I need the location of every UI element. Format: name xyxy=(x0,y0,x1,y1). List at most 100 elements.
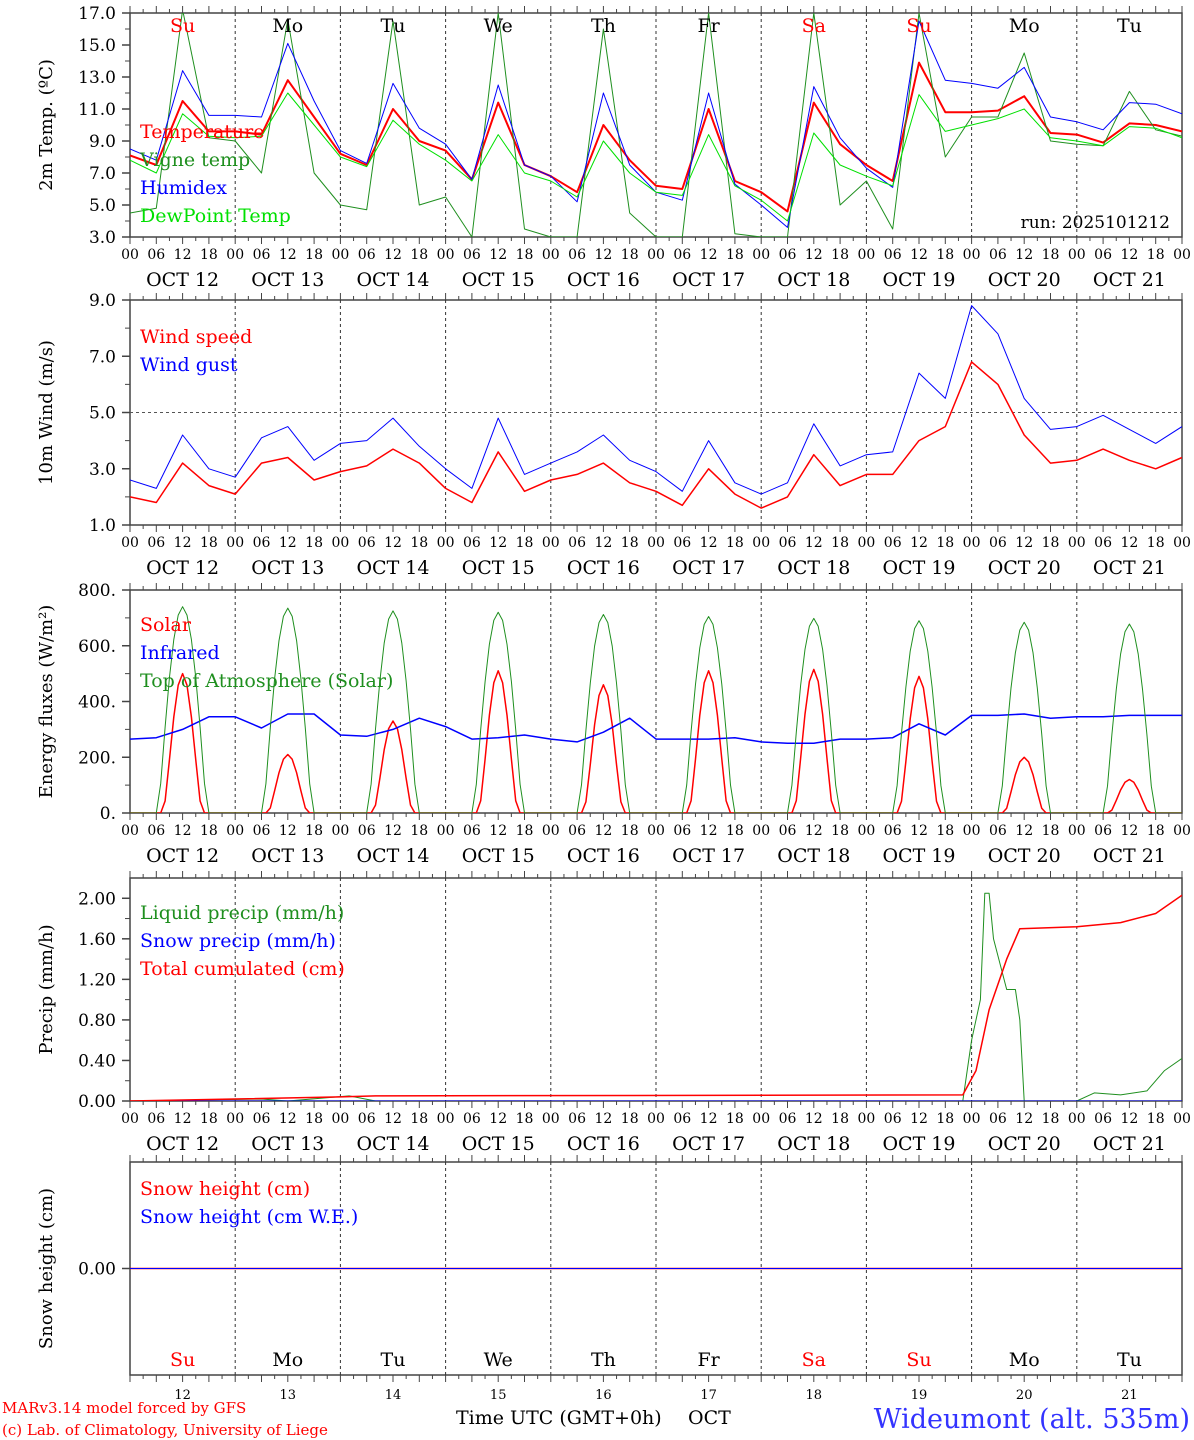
hour-label: 06 xyxy=(463,823,481,839)
model-credit: MARv3.14 model forced by GFS xyxy=(2,1399,246,1417)
date-label: OCT 14 xyxy=(356,1133,429,1155)
hour-label: 00 xyxy=(1173,535,1191,551)
hour-label: 06 xyxy=(463,247,481,263)
hour-label: 00 xyxy=(963,535,981,551)
day-number: 14 xyxy=(385,1388,402,1403)
hour-label: 06 xyxy=(147,1111,165,1127)
hour-label: 18 xyxy=(410,1111,428,1127)
date-label: OCT 18 xyxy=(777,845,850,867)
hour-label: 06 xyxy=(673,247,691,263)
hour-label: 00 xyxy=(437,247,455,263)
hour-label: 06 xyxy=(989,535,1007,551)
date-label: OCT 12 xyxy=(146,557,219,579)
hour-label: 18 xyxy=(305,1111,323,1127)
hour-label: 12 xyxy=(489,823,507,839)
hour-label: 12 xyxy=(1015,535,1033,551)
date-label: OCT 13 xyxy=(251,845,324,867)
hour-label: 12 xyxy=(805,823,823,839)
hour-label: 18 xyxy=(410,247,428,263)
hour-label: 00 xyxy=(857,823,875,839)
hour-label: 00 xyxy=(331,1111,349,1127)
hour-label: 18 xyxy=(516,247,534,263)
hour-label: 12 xyxy=(489,1111,507,1127)
legend-entry: Snow precip (mm/h) xyxy=(140,930,336,952)
hour-label: 00 xyxy=(226,535,244,551)
y-tick-label: 2.00 xyxy=(78,889,116,909)
series-group xyxy=(130,13,1182,237)
day-label: Su xyxy=(170,1349,195,1371)
date-label: OCT 21 xyxy=(1093,1133,1166,1155)
hour-label: 06 xyxy=(568,1111,586,1127)
hour-label: 00 xyxy=(752,1111,770,1127)
hour-label: 00 xyxy=(437,823,455,839)
date-label: OCT 12 xyxy=(146,845,219,867)
date-label: OCT 18 xyxy=(777,269,850,291)
hour-label: 12 xyxy=(594,1111,612,1127)
hour-label: 06 xyxy=(253,823,271,839)
day-label: Mo xyxy=(272,1349,303,1371)
y-tick-label: 17.0 xyxy=(78,4,116,24)
y-axis-label: Energy fluxes (W/m²) xyxy=(36,605,57,799)
y-tick-label: 5.0 xyxy=(89,404,116,424)
date-label: OCT 20 xyxy=(988,557,1061,579)
hour-label: 00 xyxy=(1068,247,1086,263)
hour-label: 18 xyxy=(1147,1111,1165,1127)
series-line-top-of-atmosphere-solar- xyxy=(130,606,1182,813)
day-number: 21 xyxy=(1121,1388,1138,1403)
hour-label: 12 xyxy=(279,823,297,839)
date-label: OCT 14 xyxy=(356,269,429,291)
hour-label: 12 xyxy=(1015,247,1033,263)
hour-label: 00 xyxy=(857,1111,875,1127)
hour-label: 00 xyxy=(542,823,560,839)
hour-label: 06 xyxy=(253,1111,271,1127)
hour-label: 12 xyxy=(1015,823,1033,839)
series-group xyxy=(130,892,1182,1101)
hour-label: 06 xyxy=(253,535,271,551)
hour-label: 18 xyxy=(516,1111,534,1127)
legend-entry: Top of Atmosphere (Solar) xyxy=(140,670,393,692)
hour-label: 12 xyxy=(174,535,192,551)
hour-label: 00 xyxy=(752,247,770,263)
hour-label: 06 xyxy=(568,247,586,263)
hour-label: 00 xyxy=(647,535,665,551)
hour-label: 12 xyxy=(700,823,718,839)
hour-label: 18 xyxy=(305,247,323,263)
lab-credit: (c) Lab. of Climatology, University of L… xyxy=(2,1421,328,1439)
y-tick-label: 0. xyxy=(100,804,116,824)
date-label: OCT 14 xyxy=(356,845,429,867)
series-group xyxy=(130,606,1182,813)
hour-label: 18 xyxy=(200,247,218,263)
y-tick-label: 800. xyxy=(78,581,116,601)
hour-label: 12 xyxy=(594,535,612,551)
day-label: Th xyxy=(591,1349,616,1371)
legend-entry: DewPoint Temp xyxy=(140,205,291,227)
y-tick-label: 5.0 xyxy=(89,196,116,216)
date-label: OCT 17 xyxy=(672,845,745,867)
legend-entry: Infrared xyxy=(140,642,220,664)
hour-label: 06 xyxy=(463,535,481,551)
hour-label: 18 xyxy=(621,247,639,263)
hour-label: 12 xyxy=(594,823,612,839)
day-label: Su xyxy=(906,1349,931,1371)
hour-label: 12 xyxy=(700,535,718,551)
date-label: OCT 16 xyxy=(567,845,640,867)
date-label: OCT 16 xyxy=(567,269,640,291)
date-label: OCT 13 xyxy=(251,557,324,579)
hour-label: 12 xyxy=(384,1111,402,1127)
hour-label: 18 xyxy=(200,1111,218,1127)
day-label: Fr xyxy=(697,15,720,37)
legend-entry: Humidex xyxy=(140,177,227,199)
hour-label: 06 xyxy=(358,535,376,551)
panel-energy: 0. 200. 400. 600. 800. Energy fluxes (W/m²) 00… xyxy=(36,581,1191,867)
y-tick-label: 11.0 xyxy=(78,100,116,120)
hour-label: 06 xyxy=(147,247,165,263)
hour-label: 18 xyxy=(936,1111,954,1127)
hour-label: 18 xyxy=(936,535,954,551)
hour-label: 18 xyxy=(621,535,639,551)
hour-label: 12 xyxy=(279,1111,297,1127)
day-number: 15 xyxy=(490,1388,507,1403)
y-axis-label: 2m Temp. (ºC) xyxy=(36,59,57,191)
hour-label: 12 xyxy=(910,535,928,551)
hour-label: 00 xyxy=(331,247,349,263)
y-tick-label: 1.0 xyxy=(89,516,116,536)
